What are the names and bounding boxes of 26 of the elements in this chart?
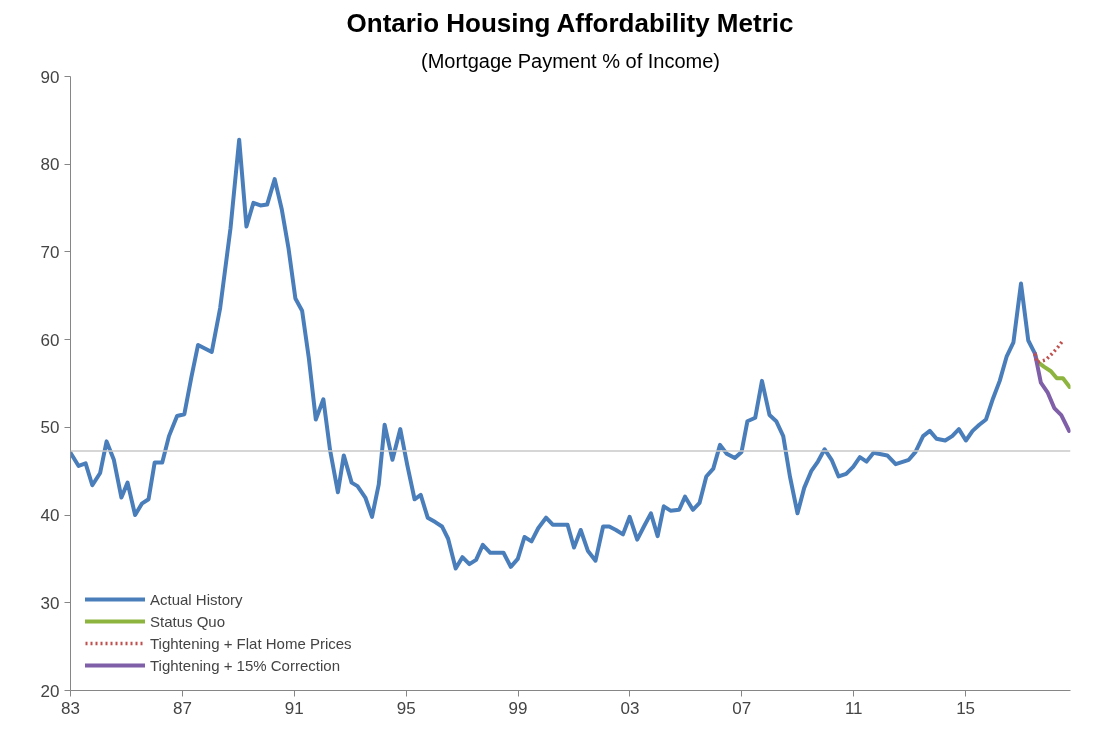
x-tick-label: 07 [732, 698, 752, 718]
y-tick-label: 40 [40, 506, 60, 526]
legend-label: Actual History [150, 590, 243, 608]
y-tick-label: 80 [40, 155, 60, 175]
y-tick-label: 90 [40, 67, 60, 87]
x-tick-label: 95 [396, 698, 416, 718]
y-tick-label: 30 [40, 593, 60, 613]
chart-title: Ontario Housing Affordability Metric [346, 7, 794, 38]
y-tick-label: 50 [40, 418, 60, 438]
y-tick-label: 20 [40, 681, 60, 701]
x-tick-label: 11 [844, 698, 863, 718]
chart-subtitle: (Mortgage Payment % of Income) [420, 49, 721, 72]
line-series [1032, 351, 1071, 433]
x-tick-label: 99 [508, 698, 528, 718]
x-tick-label: 15 [956, 698, 976, 718]
y-tick-label: 70 [40, 242, 60, 262]
legend-label: Tightening + Flat Home Prices [150, 634, 352, 652]
legend-label: Status Quo [150, 612, 226, 630]
legend-label: Tightening + 15% Correction [150, 656, 340, 674]
line-series [1033, 338, 1065, 365]
line-series [70, 137, 1037, 571]
x-tick-label: 83 [61, 698, 80, 718]
x-tick-label: 87 [172, 698, 192, 718]
x-tick-label: 91 [284, 698, 304, 718]
x-tick-label: 03 [620, 698, 640, 718]
y-tick-label: 60 [40, 330, 60, 350]
